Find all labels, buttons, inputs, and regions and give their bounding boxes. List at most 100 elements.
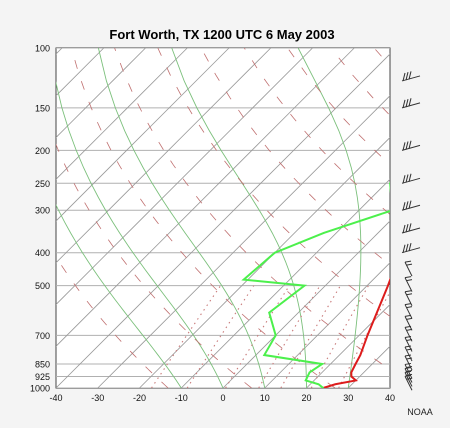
dewpoint-point [321,363,323,365]
wind-barb [404,374,413,391]
dry-adiabat [114,48,390,370]
dewpoint-point [263,354,266,356]
y-tick-label: 100 [35,44,50,54]
isotherm-line [389,387,390,388]
wind-barb-feather [405,174,409,183]
wind-barb-feather [402,99,406,108]
wind-barb-staff [401,75,421,82]
isotherm-line [56,48,355,347]
isotherm-line [56,48,313,306]
dewpoint-point [317,383,320,386]
temperature-point [400,209,402,211]
wind-barb-feather [404,276,412,279]
x-tick-label: 10 [260,393,270,403]
dewpoint-point [303,284,306,287]
wind-barb [401,71,421,82]
x-tick-label: 30 [343,393,353,403]
wind-barb-feather [404,290,412,293]
dewpoint-point [242,278,245,281]
wind-barb-feather [404,260,412,263]
isotherm-line [97,95,390,388]
wind-barb-feather [402,202,406,211]
wind-barb-staff [404,327,413,342]
wind-barb [404,260,413,277]
isotherm-line [56,48,188,180]
wind-barb [404,325,413,342]
wind-barb-feather [404,345,412,348]
temperature-point [359,354,362,356]
dry-adiabat [244,48,390,215]
moist-adiabat [56,203,182,388]
x-tick-label: -40 [49,393,62,403]
y-tick-label: 500 [35,281,50,291]
isotherm-line [180,178,390,388]
x-tick-label: -30 [91,393,104,403]
x-tick-label: 20 [301,393,311,403]
wind-barb-feather [405,98,409,108]
wind-barb-feather [404,370,412,373]
temperature-point [355,379,357,382]
wind-barb-feather [402,142,406,151]
wind-barb-feather [406,279,413,282]
temperature-point [350,371,353,374]
temperature-point [399,252,401,254]
wind-barb-feather [406,317,413,320]
wind-barb-staff [401,247,421,254]
wind-barb-staff [404,277,413,292]
wind-barb-staff [404,372,413,387]
wind-barb [401,140,421,151]
temperature-point [354,363,357,365]
y-tick-label: 250 [35,179,50,189]
x-tick-label: 40 [385,393,395,403]
wind-barb-feather [404,362,412,365]
wind-barb-feather [406,365,413,368]
isotherm-line [222,220,390,388]
dewpoint-trace [241,181,390,388]
dewpoint-point [322,232,325,234]
wind-barb-feather [404,314,412,317]
wind-barb-feather [408,223,412,232]
dry-adiabat [200,48,390,266]
wind-barb-feather [406,377,413,380]
isotherm-line [0,48,20,388]
isotherm-line [306,303,390,388]
dry-adiabat [157,48,390,317]
wind-barb [404,314,413,331]
y-tick-label: 150 [35,103,50,113]
temperature-point [423,182,425,184]
wind-barb-feather [406,357,413,360]
wind-barb-staff [401,144,421,151]
wind-barb-feather [404,303,412,306]
wind-barb [401,242,421,254]
wind-barb-staff [401,227,421,234]
mixing-ratio-line [186,285,255,388]
wind-barb-feather [405,243,409,253]
wind-barb-staff [401,102,421,109]
wind-barb-feather [408,140,412,149]
isotherm-line [56,48,63,55]
y-tick-label: 300 [35,206,50,216]
x-tick-label: -20 [133,393,146,403]
wind-barb-feather [406,348,413,351]
isotherm-line [56,48,272,264]
isotherm-line [56,48,230,222]
wind-barb-feather [405,224,409,233]
wind-barb-feather [402,224,406,234]
y-tick-label: 850 [35,360,50,370]
dewpoint-point [273,251,276,254]
dry-adiabat [417,48,450,388]
wind-barb-feather [408,200,412,209]
isotherm-line [56,53,390,388]
dewpoint-point [392,209,394,211]
plot-area [55,47,391,389]
temperature-point [350,375,353,378]
y-tick-label: 925 [35,372,50,382]
wind-barb-feather [408,242,412,252]
y-tick-label: 1000 [30,384,50,394]
dewpoint-point [304,379,307,382]
wind-barb [404,370,413,387]
dewpoint-point [418,150,420,152]
dewpoint-point [274,334,277,337]
dewpoint-point [308,371,311,374]
